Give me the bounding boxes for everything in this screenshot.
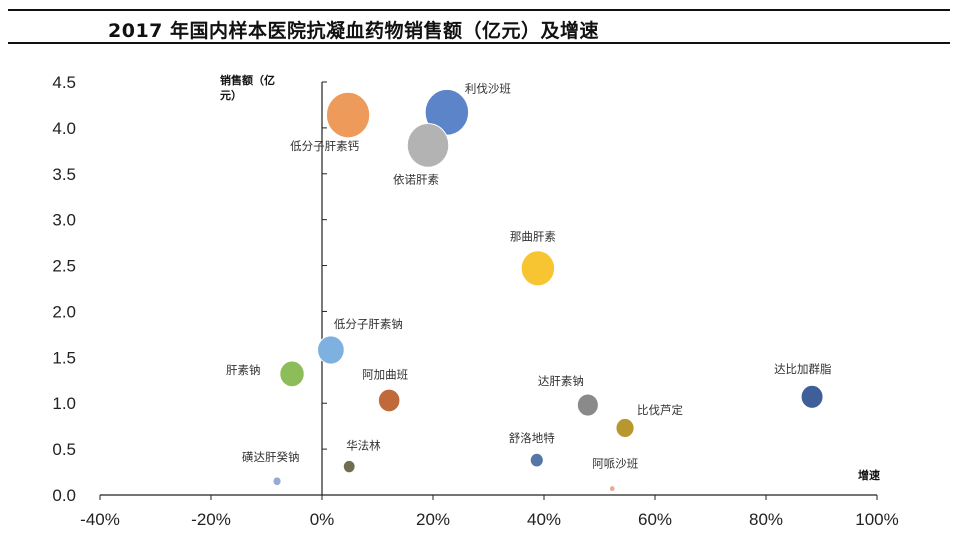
bubble-point [406, 122, 450, 168]
y-tick-label: 0.0 [52, 486, 76, 505]
y-tick-label: 2.0 [52, 302, 76, 321]
bubble-point [342, 459, 356, 474]
bubble-label: 比伐芦定 [637, 403, 683, 417]
x-tick-label: 80% [749, 510, 783, 529]
bubble-point [615, 417, 635, 439]
bubble-label: 达比加群脂 [774, 362, 832, 376]
bubble-label: 舒洛地特 [509, 431, 555, 445]
x-tick-label: 100% [855, 510, 898, 529]
x-tick-label: 20% [416, 510, 450, 529]
bubble-point [608, 485, 616, 493]
bubble-label: 利伐沙班 [465, 81, 511, 95]
y-axis-title: 销售额（亿 [220, 73, 275, 87]
y-tick-label: 1.5 [52, 348, 76, 367]
x-axis-title: 增速 [858, 468, 880, 482]
bubble-point [800, 384, 824, 409]
bubble-label: 达肝素钠 [538, 374, 584, 388]
bubble-point [576, 393, 599, 417]
y-tick-label: 2.5 [52, 257, 76, 276]
y-tick-label: 0.5 [52, 440, 76, 459]
bubble-point [272, 476, 282, 487]
bubble-label: 依诺肝素 [393, 172, 439, 186]
bubble-label: 阿加曲班 [362, 367, 408, 381]
bubble-point [529, 452, 544, 468]
bubble-label: 磺达肝癸钠 [242, 450, 299, 464]
x-tick-label: 60% [638, 510, 672, 529]
y-tick-label: 4.0 [52, 119, 76, 138]
y-axis-title: 元） [220, 89, 242, 102]
y-tick-label: 1.0 [52, 394, 76, 413]
bubble-point [325, 91, 371, 139]
y-tick-label: 4.5 [52, 73, 76, 92]
x-tick-label: 0% [310, 510, 335, 529]
bubble-label: 肝素钠 [226, 363, 261, 377]
top-rule [8, 9, 950, 11]
bubble-label: 那曲肝素 [510, 229, 556, 243]
bubble-label: 华法林 [346, 439, 381, 453]
x-tick-label: -20% [191, 510, 231, 529]
bubble-point [520, 250, 556, 287]
x-tick-label: -40% [80, 510, 120, 529]
bubble-point [317, 335, 345, 365]
bubble-label: 阿哌沙班 [592, 457, 638, 471]
y-tick-label: 3.0 [52, 211, 76, 230]
title-rule [8, 42, 950, 44]
bubble-point [279, 360, 305, 388]
bubble-label: 低分子肝素钙 [290, 139, 359, 153]
bubble-point [377, 388, 401, 413]
bubble-label: 低分子肝素钠 [334, 317, 403, 331]
chart-title: 2017 年国内样本医院抗凝血药物销售额（亿元）及增速 [108, 20, 599, 42]
x-tick-label: 40% [527, 510, 561, 529]
y-tick-label: 3.5 [52, 165, 76, 184]
